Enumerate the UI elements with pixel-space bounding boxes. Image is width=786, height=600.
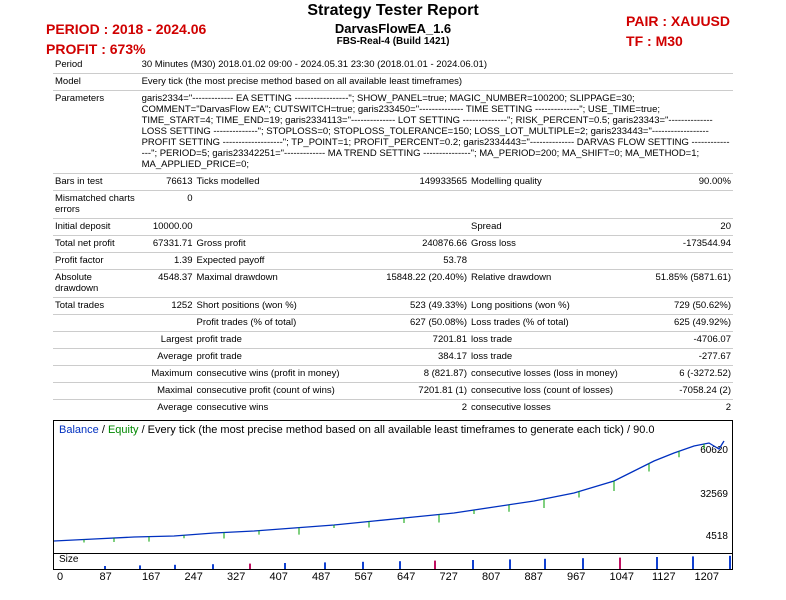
report-table: Period30 Minutes (M30) 2018.01.02 09:00 …	[53, 57, 733, 416]
chart-svg	[54, 421, 732, 553]
broker: FBS-Real-4 (Build 1421)	[0, 36, 786, 47]
balance-equity-chart: Balance / Equity / Every tick (the most …	[53, 420, 733, 554]
ea-name: DarvasFlowEA_1.6	[0, 21, 786, 36]
size-svg	[84, 554, 734, 569]
title: Strategy Tester Report	[0, 2, 786, 20]
x-axis: 0871672473274074875676477278078879671047…	[53, 570, 733, 586]
report-header: Strategy Tester Report DarvasFlowEA_1.6 …	[0, 0, 786, 47]
size-strip: Size	[53, 554, 733, 570]
